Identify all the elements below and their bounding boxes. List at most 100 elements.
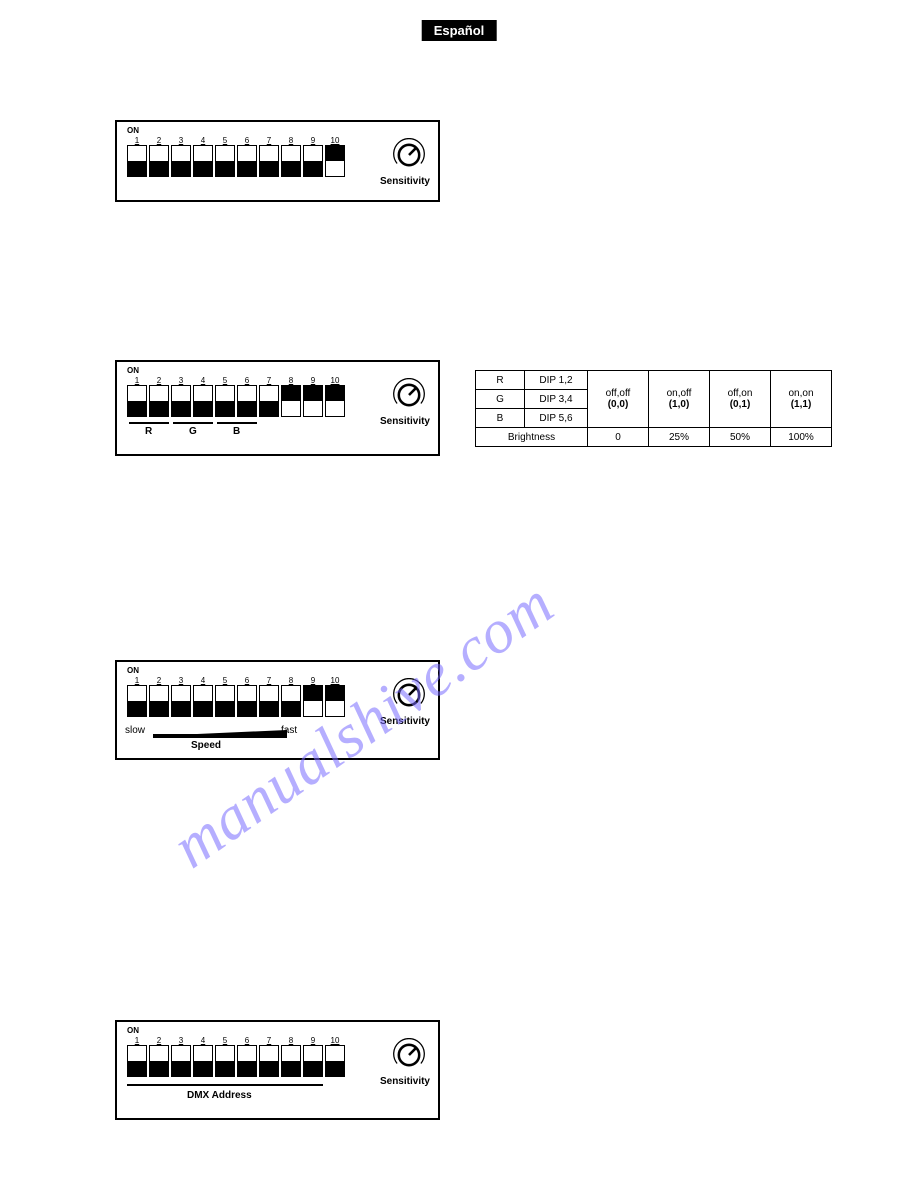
dip-body[interactable] bbox=[171, 685, 191, 717]
dip-switch-3[interactable]: 3 bbox=[171, 376, 191, 417]
dip-body[interactable] bbox=[127, 145, 147, 177]
dip-body[interactable] bbox=[281, 145, 301, 177]
dip-body[interactable] bbox=[171, 145, 191, 177]
dip-switch-1[interactable]: 1 bbox=[127, 136, 147, 177]
sensitivity-knob[interactable] bbox=[392, 678, 426, 712]
dip-body[interactable] bbox=[193, 1045, 213, 1077]
dip-body[interactable] bbox=[237, 1045, 257, 1077]
dip-body[interactable] bbox=[259, 385, 279, 417]
dip-body[interactable] bbox=[325, 685, 345, 717]
dip-switch-10[interactable]: 10 bbox=[325, 376, 345, 417]
dip-body[interactable] bbox=[215, 685, 235, 717]
dip-switch-8[interactable]: 8 bbox=[281, 1036, 301, 1077]
sensitivity-knob[interactable] bbox=[392, 378, 426, 412]
dip-body[interactable] bbox=[237, 145, 257, 177]
dip-switch-5[interactable]: 5 bbox=[215, 1036, 235, 1077]
table-cell: 25% bbox=[649, 428, 710, 447]
dip-row-1: 123456789 10 bbox=[127, 136, 345, 177]
dip-body[interactable] bbox=[325, 145, 345, 177]
dip-switch-5[interactable]: 5 bbox=[215, 676, 235, 717]
dip-switch-9[interactable]: 9 bbox=[303, 376, 323, 417]
dip-body[interactable] bbox=[303, 1045, 323, 1077]
dip-number: 8 bbox=[289, 676, 293, 685]
dip-number: 8 bbox=[289, 1036, 293, 1045]
dip-body[interactable] bbox=[149, 145, 169, 177]
dip-body[interactable] bbox=[193, 385, 213, 417]
dip-switch-7[interactable]: 7 bbox=[259, 1036, 279, 1077]
dip-switch-2[interactable]: 2 bbox=[149, 376, 169, 417]
dip-switch-2[interactable]: 2 bbox=[149, 1036, 169, 1077]
dip-body[interactable] bbox=[325, 385, 345, 417]
dip-body[interactable] bbox=[259, 145, 279, 177]
dip-body[interactable] bbox=[281, 685, 301, 717]
dip-body[interactable] bbox=[325, 1045, 345, 1077]
dip-body[interactable] bbox=[215, 385, 235, 417]
dip-row-2: 123 4 5678910 bbox=[127, 376, 345, 417]
dip-body[interactable] bbox=[281, 1045, 301, 1077]
dip-switch-1[interactable]: 1 bbox=[127, 676, 147, 717]
dip-switch-4[interactable]: 4 bbox=[193, 1036, 213, 1077]
dip-body[interactable] bbox=[303, 385, 323, 417]
dip-switch-9[interactable]: 9 bbox=[303, 136, 323, 177]
dip-switch-3[interactable]: 3 bbox=[171, 1036, 191, 1077]
dip-switch-10[interactable]: 10 bbox=[325, 676, 345, 717]
dip-switch-5[interactable]: 5 bbox=[215, 376, 235, 417]
dip-body[interactable] bbox=[237, 685, 257, 717]
dip-number: 4 bbox=[201, 376, 205, 385]
dip-switch-7[interactable]: 7 bbox=[259, 676, 279, 717]
dip-body[interactable] bbox=[215, 1045, 235, 1077]
on-label: ON bbox=[127, 666, 139, 675]
dip-switch-3[interactable]: 3 bbox=[171, 676, 191, 717]
dip-switch-3[interactable]: 3 bbox=[171, 136, 191, 177]
dip-body[interactable] bbox=[127, 385, 147, 417]
dip-switch-1[interactable]: 1 bbox=[127, 1036, 147, 1077]
dip-switch-5[interactable]: 5 bbox=[215, 136, 235, 177]
dip-switch-1[interactable]: 1 bbox=[127, 376, 147, 417]
dip-switch-9[interactable]: 9 bbox=[303, 1036, 323, 1077]
dip-body[interactable] bbox=[193, 685, 213, 717]
sensitivity-knob[interactable] bbox=[392, 138, 426, 172]
dip-body[interactable] bbox=[149, 685, 169, 717]
dip-body[interactable] bbox=[171, 385, 191, 417]
dip-body[interactable] bbox=[259, 685, 279, 717]
dip-switch-6[interactable]: 6 bbox=[237, 676, 257, 717]
dip-number: 7 bbox=[267, 1036, 271, 1045]
dip-switch-2[interactable]: 2 bbox=[149, 136, 169, 177]
dip-number: 10 bbox=[331, 136, 340, 145]
dip-body[interactable] bbox=[127, 1045, 147, 1077]
dip-switch-10[interactable]: 10 bbox=[325, 1036, 345, 1077]
dip-switch-2[interactable]: 2 bbox=[149, 676, 169, 717]
dip-panel-2: ON 12345678910 Sensitivity R G B bbox=[115, 360, 440, 456]
dip-number: 3 bbox=[179, 676, 183, 685]
dip-switch-4[interactable]: 4 bbox=[193, 136, 213, 177]
dip-body[interactable] bbox=[171, 1045, 191, 1077]
dip-body[interactable] bbox=[303, 685, 323, 717]
dip-switch-9[interactable]: 9 bbox=[303, 676, 323, 717]
dip-body[interactable] bbox=[281, 385, 301, 417]
dip-switch-4[interactable]: 4 bbox=[193, 376, 213, 417]
dip-switch-4[interactable]: 4 bbox=[193, 676, 213, 717]
table-cell: Brightness bbox=[476, 428, 588, 447]
table-cell: 50% bbox=[710, 428, 771, 447]
dip-body[interactable] bbox=[127, 685, 147, 717]
dip-body[interactable] bbox=[149, 385, 169, 417]
dip-body[interactable] bbox=[303, 145, 323, 177]
table-cell: DIP 5,6 bbox=[525, 409, 588, 428]
dip-number: 3 bbox=[179, 1036, 183, 1045]
dip-switch-6[interactable]: 6 bbox=[237, 136, 257, 177]
dip-body[interactable] bbox=[193, 145, 213, 177]
dip-switch-7[interactable]: 7 bbox=[259, 136, 279, 177]
dip-body[interactable] bbox=[237, 385, 257, 417]
dip-body[interactable] bbox=[215, 145, 235, 177]
dip-switch-8[interactable]: 8 bbox=[281, 136, 301, 177]
dip-switch-8[interactable]: 8 bbox=[281, 376, 301, 417]
dip-number: 4 bbox=[201, 1036, 205, 1045]
dip-switch-10[interactable]: 10 bbox=[325, 136, 345, 177]
dip-body[interactable] bbox=[259, 1045, 279, 1077]
sensitivity-knob[interactable] bbox=[392, 1038, 426, 1072]
dip-switch-6[interactable]: 6 bbox=[237, 376, 257, 417]
dip-body[interactable] bbox=[149, 1045, 169, 1077]
dip-switch-8[interactable]: 8 bbox=[281, 676, 301, 717]
dip-switch-6[interactable]: 6 bbox=[237, 1036, 257, 1077]
dip-switch-7[interactable]: 7 bbox=[259, 376, 279, 417]
